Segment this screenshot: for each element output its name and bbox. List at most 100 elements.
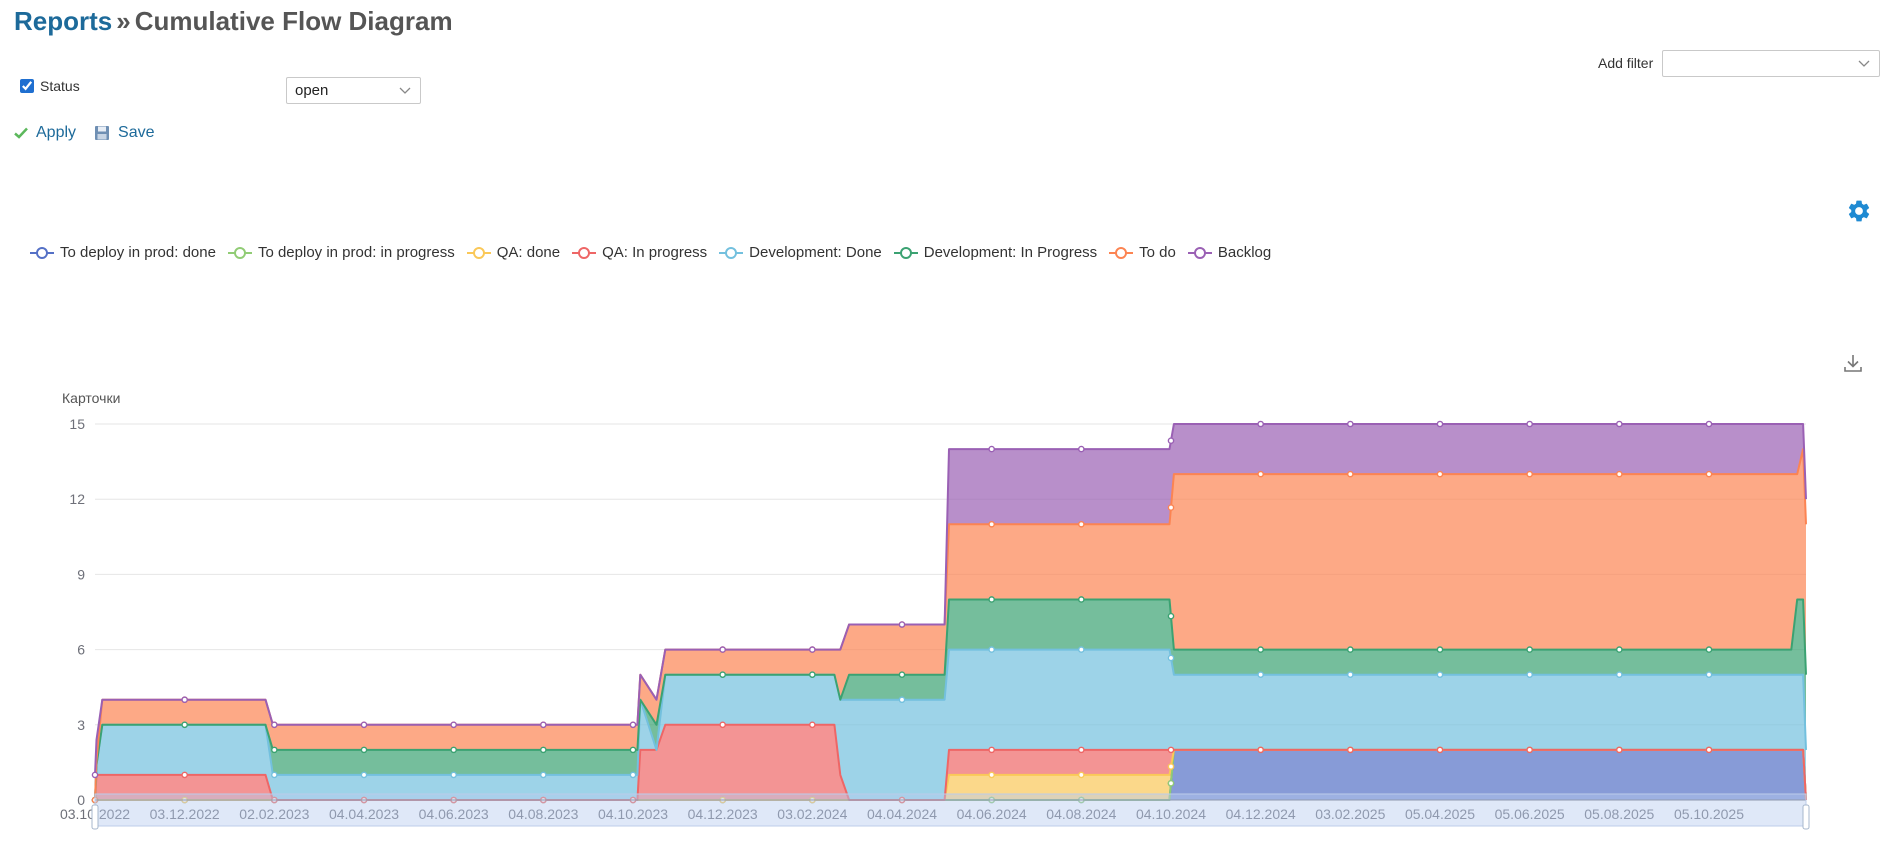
point-qa-in-progress — [719, 721, 726, 729]
point-qa-in-progress — [1526, 746, 1533, 754]
point-qa-done — [1257, 746, 1264, 754]
y-tick-label: 15 — [69, 416, 85, 432]
x-tick-label: 04.10.2024 — [1136, 806, 1206, 822]
legend-item-development-done[interactable]: Development: Done — [719, 244, 882, 261]
point-to-deploy-in-prod-in-progress — [1705, 746, 1713, 754]
line-qa-in-progress — [94, 723, 1807, 801]
point-backlog — [719, 646, 726, 653]
y-tick-label: 3 — [77, 717, 85, 733]
point-to-deploy-in-prod-in-progress — [450, 796, 457, 804]
legend-label: To deploy in prod: in progress — [257, 244, 455, 261]
zoom-handle-right[interactable] — [1802, 804, 1810, 830]
point-qa-done — [809, 796, 816, 804]
point-backlog — [181, 696, 188, 704]
point-to-deploy-in-prod-in-progress — [898, 796, 906, 804]
point-qa-done — [91, 796, 99, 804]
point-to-deploy-in-prod-done — [540, 796, 547, 804]
y-tick-label: 9 — [77, 566, 85, 582]
point-development-done — [898, 696, 906, 704]
download-icon[interactable] — [1842, 352, 1864, 374]
point-development-done — [1257, 671, 1264, 678]
point-backlog — [1078, 445, 1085, 453]
point-to-do — [1526, 470, 1533, 478]
point-qa-done — [1705, 746, 1713, 754]
zoom-slider[interactable] — [94, 793, 1807, 827]
chevron-down-icon — [399, 87, 411, 94]
status-select-value: open — [295, 82, 329, 99]
point-qa-done — [1078, 771, 1085, 779]
x-tick-label: 04.04.2024 — [867, 806, 937, 822]
x-tick-label: 04.08.2024 — [1046, 806, 1116, 822]
point-to-deploy-in-prod-in-progress — [1526, 746, 1533, 754]
area-development-in-progress — [95, 599, 1806, 800]
point-to-do — [360, 721, 368, 729]
status-select[interactable]: open — [286, 77, 421, 104]
save-button[interactable]: Save — [94, 124, 155, 142]
point-to-deploy-in-prod-done — [719, 796, 726, 804]
apply-button[interactable]: Apply — [14, 124, 76, 142]
point-to-deploy-in-prod-in-progress — [1257, 746, 1264, 754]
point-to-deploy-in-prod-in-progress — [91, 796, 99, 804]
point-to-deploy-in-prod-done — [898, 796, 906, 804]
point-qa-done — [898, 796, 906, 804]
legend-item-to-do[interactable]: To do — [1109, 244, 1176, 261]
point-to-deploy-in-prod-done — [809, 796, 816, 804]
status-filter-label[interactable]: Status — [40, 78, 80, 94]
point-backlog — [1167, 437, 1175, 445]
point-to-deploy-in-prod-in-progress — [988, 796, 995, 804]
legend-item-to-deploy-in-prod-in-progress[interactable]: To deploy in prod: in progress — [227, 244, 455, 261]
point-qa-done — [450, 796, 457, 804]
point-to-deploy-in-prod-in-progress — [719, 796, 726, 804]
point-qa-in-progress — [1705, 746, 1713, 754]
legend-item-qa-done[interactable]: QA: done — [466, 244, 561, 261]
point-development-in-progress — [1616, 646, 1623, 653]
legend-item-to-deploy-in-prod-done[interactable]: To deploy in prod: done — [30, 244, 216, 261]
legend-item-backlog[interactable]: Backlog — [1187, 244, 1271, 261]
legend-item-development-in-progress[interactable]: Development: In Progress — [893, 244, 1097, 261]
point-development-done — [360, 771, 368, 779]
point-to-deploy-in-prod-in-progress — [540, 796, 547, 804]
point-backlog — [629, 721, 637, 729]
point-development-done — [271, 771, 278, 779]
point-development-in-progress — [540, 746, 547, 754]
breadcrumb-reports-link[interactable]: Reports — [14, 6, 113, 36]
x-tick-label: 05.06.2025 — [1495, 806, 1565, 822]
point-to-do — [91, 796, 99, 804]
legend-label: QA: done — [496, 244, 561, 261]
point-to-deploy-in-prod-in-progress — [1436, 746, 1444, 754]
point-development-in-progress — [988, 596, 995, 603]
area-development-done — [95, 649, 1806, 800]
point-qa-in-progress — [898, 796, 906, 804]
status-filter-checkbox[interactable] — [20, 79, 34, 93]
zoom-handle-left[interactable] — [91, 804, 99, 830]
point-development-done — [1436, 671, 1444, 678]
point-qa-in-progress — [91, 796, 99, 804]
page-title-text: Cumulative Flow Diagram — [134, 6, 453, 36]
point-to-deploy-in-prod-done — [1705, 746, 1713, 754]
point-qa-in-progress — [181, 771, 188, 779]
point-backlog — [988, 445, 995, 453]
x-tick-label: 04.04.2023 — [329, 806, 399, 822]
area-qa-done — [95, 749, 1806, 800]
x-tick-label: 04.06.2023 — [419, 806, 489, 822]
point-backlog — [91, 771, 99, 779]
point-to-do — [629, 721, 637, 729]
point-to-deploy-in-prod-done — [1257, 746, 1264, 754]
x-tick-label: 04.12.2024 — [1226, 806, 1296, 822]
point-to-deploy-in-prod-in-progress — [181, 796, 188, 804]
point-backlog — [1257, 420, 1264, 428]
legend-item-qa-in-progress[interactable]: QA: In progress — [572, 244, 707, 261]
add-filter-select[interactable] — [1662, 50, 1880, 77]
gear-icon[interactable] — [1846, 198, 1872, 224]
point-qa-done — [1347, 746, 1354, 754]
point-to-do — [181, 696, 188, 704]
point-to-deploy-in-prod-done — [1436, 746, 1444, 754]
legend-label: QA: In progress — [602, 244, 708, 261]
point-to-deploy-in-prod-done — [91, 796, 99, 804]
x-tick-label: 03.02.2024 — [777, 806, 847, 822]
x-tick-label: 03.12.2022 — [150, 806, 220, 822]
area-qa-in-progress — [95, 724, 1806, 800]
point-qa-done — [1167, 763, 1175, 770]
point-qa-in-progress — [809, 721, 816, 729]
